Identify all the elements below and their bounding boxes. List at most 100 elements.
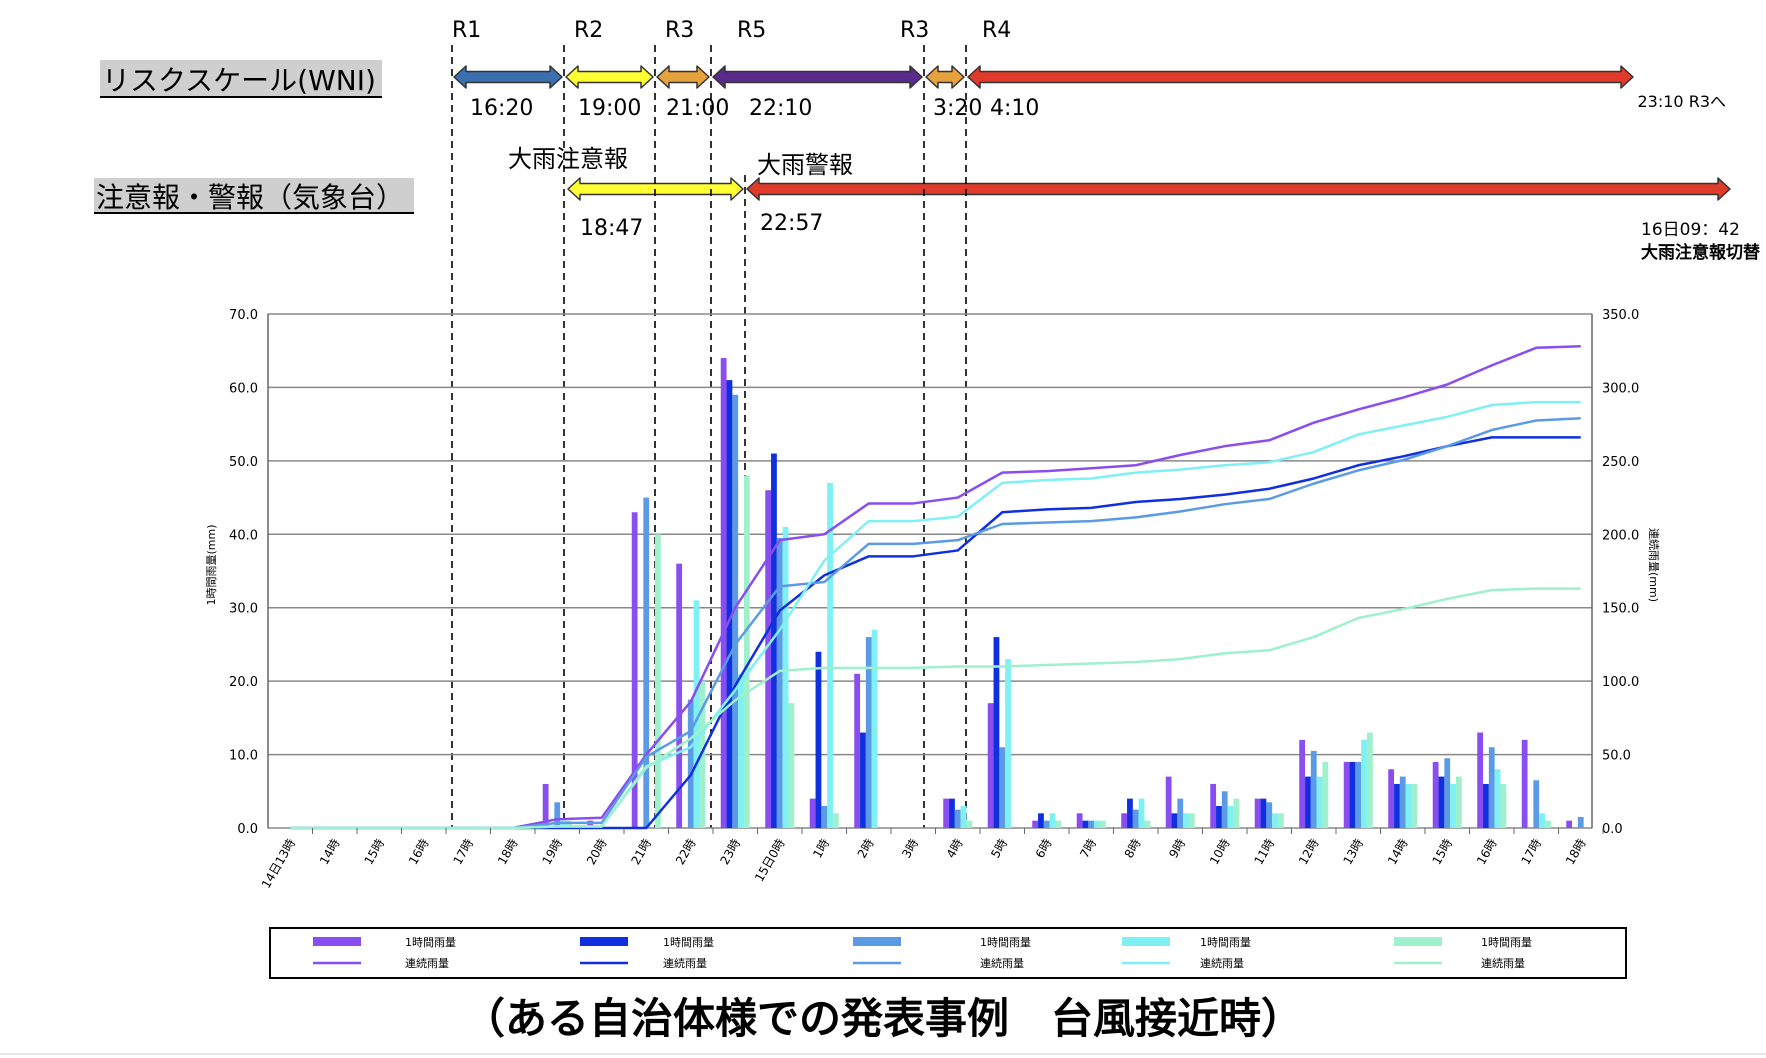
bar	[1544, 820, 1551, 828]
risk-level-time: 19:00	[578, 96, 641, 121]
x-tick-label: 9時	[1166, 837, 1188, 861]
bar	[771, 453, 777, 828]
x-tick-label: 19時	[539, 837, 565, 868]
risk-arrow-r3	[925, 65, 965, 89]
bar	[693, 600, 700, 828]
bar	[560, 820, 566, 828]
bar	[738, 673, 744, 828]
bar	[1477, 732, 1484, 828]
bar	[1366, 732, 1373, 828]
bar	[1488, 747, 1495, 828]
legend-line-label: 連続雨量	[1481, 956, 1525, 970]
y-right-tick-label: 0.0	[1602, 822, 1623, 837]
bar	[1355, 761, 1362, 828]
bar	[1399, 776, 1406, 828]
cumulative-line-5	[290, 587, 1581, 830]
bar	[999, 747, 1006, 828]
x-tick-label: 3時	[899, 837, 921, 861]
risk-level-label: R3	[900, 18, 929, 43]
bar	[865, 637, 872, 828]
y-right-tick-label: 250.0	[1602, 455, 1639, 470]
risk-arrow-r2	[565, 65, 654, 89]
bar	[1494, 769, 1501, 828]
legend-line-label: 連続雨量	[663, 956, 707, 970]
bar	[1188, 813, 1195, 828]
bar	[1221, 791, 1228, 828]
x-tick-label: 16時	[1474, 837, 1500, 868]
bar	[1165, 776, 1172, 828]
bar	[1305, 776, 1311, 828]
bar	[1316, 776, 1323, 828]
bar	[687, 699, 694, 828]
bar	[788, 703, 795, 828]
risk-arrow-r1	[453, 65, 563, 89]
cumulative-line-3	[290, 417, 1581, 830]
y-right-axis-title: 連続雨量(mm)	[1647, 528, 1661, 602]
bar-series-3	[554, 394, 1584, 828]
bar	[1444, 758, 1451, 828]
risk-arrow-r4	[967, 65, 1634, 89]
bar	[726, 380, 733, 828]
cumulative-line-2	[290, 436, 1581, 830]
bar	[1177, 798, 1184, 828]
x-tick-label: 11時	[1251, 837, 1277, 868]
x-tick-label: 21時	[628, 837, 654, 868]
bar	[1216, 805, 1222, 828]
x-tick-label: 15時	[1429, 837, 1455, 868]
legend-bar-swatch	[580, 937, 628, 946]
y-right-tick-label: 50.0	[1602, 749, 1631, 764]
x-tick-label: 20時	[584, 837, 610, 868]
x-tick-label: 15時	[361, 837, 387, 868]
x-tick-label: 1時	[810, 837, 832, 861]
bar	[1343, 761, 1350, 828]
bar	[1483, 783, 1489, 828]
bottom-divider	[0, 1053, 1766, 1055]
bar	[587, 820, 594, 828]
bar	[1210, 783, 1217, 828]
bar	[1411, 783, 1418, 828]
x-tick-label: 5時	[988, 837, 1010, 861]
bar	[1094, 820, 1100, 828]
y-right-tick-label: 200.0	[1602, 528, 1639, 543]
x-tick-label: 18時	[1563, 837, 1589, 868]
bar	[542, 783, 549, 828]
risk-level-time: 22:10	[749, 96, 812, 121]
warnings-row-label: 注意報・警報（気象台）	[96, 181, 404, 214]
bar	[1005, 659, 1011, 828]
bar	[966, 820, 973, 828]
bar	[943, 798, 950, 828]
y-left-tick-label: 60.0	[229, 381, 258, 396]
bar	[1349, 761, 1356, 828]
bar	[993, 637, 1000, 828]
warnings-end-note-time: 16日09：42	[1641, 220, 1740, 240]
bar	[1171, 813, 1178, 828]
risk-level-label: R5	[737, 18, 766, 43]
bar	[1450, 783, 1456, 828]
legend-line-label: 連続雨量	[1200, 956, 1244, 970]
bar	[1227, 805, 1234, 828]
bar	[743, 475, 750, 828]
bar	[1233, 798, 1240, 828]
risk-scale-row-label: リスクスケール(WNI)	[102, 64, 376, 97]
legend-line-label: 連続雨量	[980, 956, 1024, 970]
legend-bar-label: 1時間雨量	[1481, 936, 1532, 949]
cumulative-line-4	[290, 400, 1581, 830]
bar	[1183, 813, 1189, 828]
bar	[1455, 776, 1462, 828]
risk-scale-label-bg	[100, 60, 382, 98]
risk-level-label: R4	[982, 18, 1011, 43]
bar-series-4	[560, 482, 1545, 828]
bar	[832, 813, 839, 828]
x-tick-label: 7時	[1077, 837, 1099, 861]
y-right-tick-label: 300.0	[1602, 381, 1639, 396]
bar	[1299, 739, 1306, 828]
y-left-tick-label: 30.0	[229, 602, 258, 617]
risk-scale-end-note: 23:10 R3へ	[1638, 92, 1727, 111]
bar	[1254, 798, 1261, 828]
x-tick-label: 22時	[673, 837, 699, 868]
risk-level-time: 4:10	[990, 96, 1039, 121]
x-tick-label: 15日0時	[752, 837, 788, 885]
bar	[1132, 809, 1139, 828]
bar	[1076, 813, 1083, 828]
bar	[1577, 816, 1584, 828]
